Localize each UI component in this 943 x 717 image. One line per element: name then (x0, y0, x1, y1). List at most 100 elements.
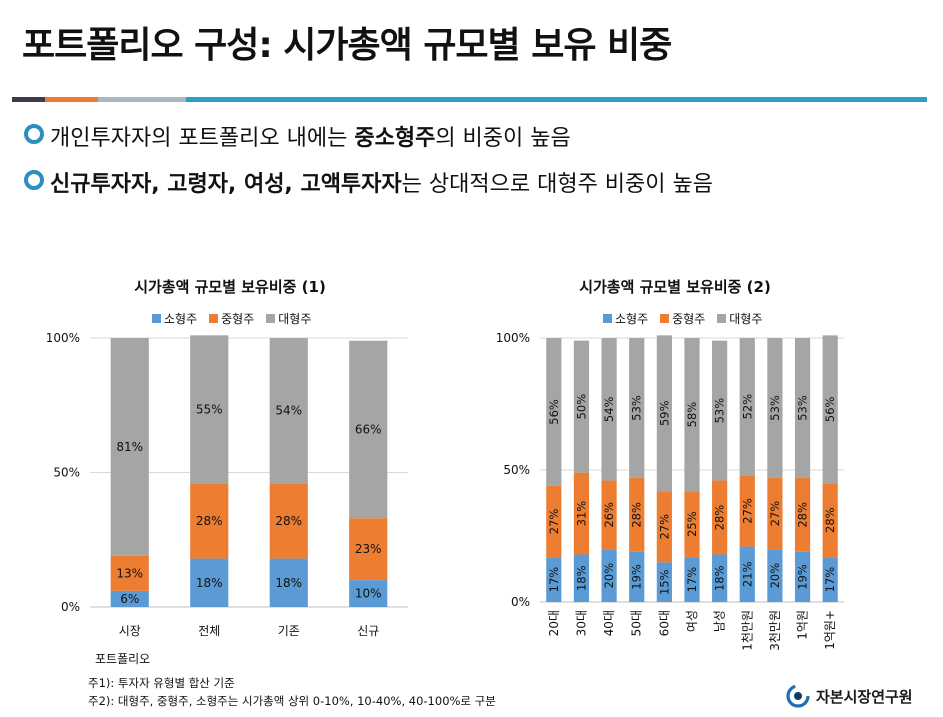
bar-segment (739, 475, 755, 547)
chart2-title: 시가총액 규모별 보유비중 (2) (579, 278, 771, 296)
bullet-ring-icon (24, 170, 44, 190)
bar-segment (684, 338, 700, 492)
bar-segment (269, 338, 308, 484)
legend-swatch-mid (209, 314, 219, 323)
legend-swatch-large (266, 314, 276, 323)
bar-segment (601, 338, 617, 481)
bar-segment (684, 491, 700, 558)
data-label: 56% (547, 399, 561, 425)
data-label: 50% (574, 394, 588, 420)
bar-segment (573, 472, 590, 555)
title-rule-4 (186, 97, 927, 102)
legend-label: 중형주 (221, 312, 255, 326)
bar-segment (712, 554, 728, 602)
data-label: 17% (685, 567, 699, 593)
data-label: 27% (657, 514, 671, 540)
legend-item-large: 대형주 (266, 310, 311, 327)
chart1-legend: 소형주 중형주 대형주 (152, 310, 311, 327)
title-rule-2 (45, 97, 98, 102)
bar-segment (190, 335, 229, 484)
data-label: 13% (116, 566, 143, 580)
bar-segment (110, 555, 149, 591)
data-label: 10% (355, 587, 382, 601)
bar-segment (349, 580, 388, 607)
data-label: 19% (630, 564, 644, 590)
data-label: 53% (630, 395, 644, 421)
x-tick-label: 1억원 (796, 610, 810, 640)
brand: 자본시장연구원 (786, 684, 913, 708)
x-tick-label: 여성 (685, 610, 699, 632)
y-tick-label: 50% (53, 466, 80, 480)
data-label: 52% (740, 394, 754, 420)
bar-segment (712, 480, 728, 555)
bar-segment (190, 558, 229, 607)
legend-swatch-large (717, 314, 727, 323)
data-label: 27% (768, 501, 782, 527)
data-label: 53% (713, 398, 727, 424)
bar-segment (684, 557, 700, 602)
data-label: 27% (740, 498, 754, 524)
data-label: 15% (657, 569, 671, 595)
legend-swatch-mid (660, 314, 670, 323)
data-label: 18% (275, 576, 302, 590)
bar-segment (110, 590, 149, 607)
brand-name: 자본시장연구원 (816, 687, 913, 706)
x-tick-label: 1억원+ (823, 610, 837, 650)
x-tick-label: 신규 (357, 624, 379, 638)
data-label: 17% (823, 567, 837, 593)
bar-segment (629, 338, 645, 478)
title-rule-3 (98, 97, 186, 102)
legend-item-mid: 중형주 (660, 310, 705, 327)
x-tick-label: 전체 (198, 624, 220, 638)
data-label: 58% (685, 402, 699, 428)
bar-segment (739, 338, 755, 476)
data-label: 28% (713, 505, 727, 531)
y-tick-label: 0% (61, 600, 80, 614)
bar-segment (656, 335, 672, 492)
bullet-ring-icon (24, 124, 44, 144)
data-label: 26% (602, 502, 616, 528)
bar-segment (269, 483, 308, 559)
bar-segment (269, 558, 308, 607)
data-label: 54% (275, 404, 302, 418)
data-label: 20% (768, 563, 782, 589)
bar-segment (546, 485, 562, 558)
x-tick-label: 1천만원 (739, 610, 754, 651)
legend-label: 대형주 (278, 312, 312, 326)
bullet-1-p1: 중소형주 (354, 126, 436, 151)
bar-segment (629, 477, 645, 552)
chart1-category-sublabel: 포트폴리오 (95, 652, 151, 666)
bar-segment (546, 338, 562, 486)
y-tick-label: 50% (503, 463, 530, 477)
bar-segment (601, 480, 617, 550)
legend-label: 대형주 (729, 312, 763, 326)
y-tick-label: 100% (496, 331, 530, 345)
data-label: 66% (355, 422, 382, 436)
x-tick-label: 60대 (657, 610, 671, 636)
bar-segment (794, 477, 811, 552)
legend-item-mid: 중형주 (209, 310, 254, 327)
data-label: 81% (116, 440, 143, 454)
bullet-1-p0: 개인투자자의 포트폴리오 내에는 (50, 126, 355, 151)
data-label: 17% (547, 567, 561, 593)
data-label: 31% (574, 501, 588, 527)
bar-segment (794, 551, 811, 602)
data-label: 19% (796, 564, 810, 590)
bar-segment (656, 562, 672, 602)
bar-segment (794, 338, 811, 478)
bar-segment (601, 549, 617, 602)
data-label: 28% (196, 514, 223, 528)
bar-segment (822, 557, 838, 602)
bar-segment (739, 546, 755, 602)
footnote-1: 주1): 투자자 유형별 합산 기준 (88, 676, 235, 690)
data-label: 21% (740, 561, 754, 587)
legend-item-small: 소형주 (152, 310, 197, 327)
data-label: 28% (796, 502, 810, 528)
data-label: 59% (657, 400, 671, 426)
x-tick-label: 20대 (547, 610, 561, 636)
data-label: 54% (602, 396, 616, 422)
bar-segment (656, 491, 672, 563)
data-label: 23% (355, 542, 382, 556)
chart2-plot: 0% 50% 100% 17% 27% 56% 20대 18% 31% 50% 30대 20% 26% 5… (496, 331, 844, 651)
data-label: 28% (275, 514, 302, 528)
